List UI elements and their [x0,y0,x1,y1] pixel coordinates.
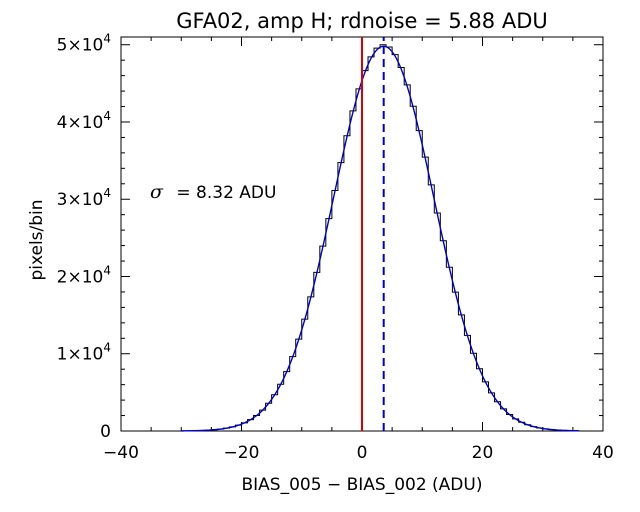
x-tick-label: −40 [103,443,139,463]
x-tick-label: 20 [472,443,494,463]
x-tick-label: −20 [224,443,260,463]
chart-title: GFA02, amp H; rdnoise = 5.88 ADU [176,9,547,33]
sigma-symbol: σ [150,181,164,203]
sigma-annotation: σ = 8.32 ADU [150,181,276,203]
y-tick-label: 1×104 [57,341,111,365]
y-tick-label: 3×104 [57,186,111,210]
x-axis-label: BIAS_005 − BIAS_002 (ADU) [242,475,483,495]
sigma-value: = 8.32 ADU [176,183,276,203]
plot-area: −40 −20 0 20 40 0 1×104 2×104 3×104 4×104 5×104 [57,32,614,463]
histogram-steps [180,44,580,432]
y-tick-label: 5×104 [57,32,111,56]
x-tick-label: 0 [357,443,368,463]
y-tick-label: 4×104 [57,109,111,133]
gaussian-fit-line [181,45,579,432]
y-tick-label: 0 [100,422,111,442]
x-tick-label: 40 [592,443,614,463]
y-axis-label: pixels/bin [27,199,47,280]
y-tick-label: 2×104 [57,263,111,287]
